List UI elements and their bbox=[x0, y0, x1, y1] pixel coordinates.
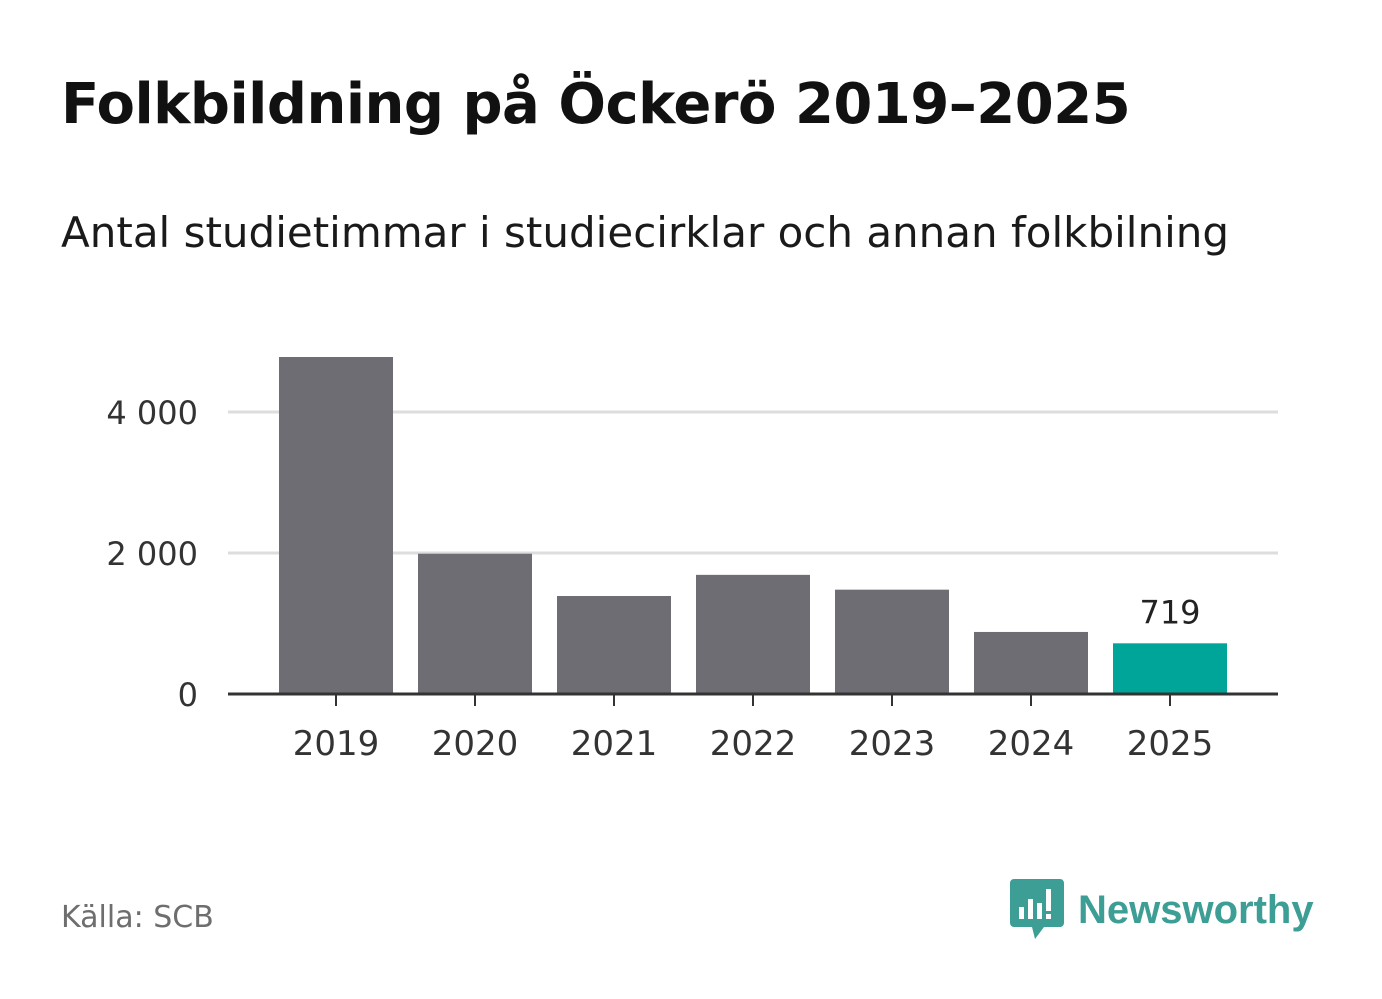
bars bbox=[279, 357, 1227, 694]
bar-2023 bbox=[835, 589, 949, 694]
bar-2024 bbox=[974, 631, 1088, 694]
y-tick-label: 2 000 bbox=[106, 535, 198, 573]
labels: 0 2 000 4 000 2019 2020 2021 2022 2023 2024 2025 7… bbox=[106, 394, 1213, 764]
bar-2019 bbox=[279, 357, 393, 694]
brand-logo: Newsworthy bbox=[1010, 878, 1314, 942]
data-label: 719 bbox=[1139, 593, 1200, 631]
x-tick-label: 2022 bbox=[710, 724, 797, 764]
x-tick-label: 2023 bbox=[849, 724, 936, 764]
x-tick-label: 2019 bbox=[293, 724, 380, 764]
axes bbox=[228, 692, 1278, 706]
y-tick-label: 4 000 bbox=[106, 394, 198, 432]
bar-2020 bbox=[418, 553, 532, 694]
y-tick-label: 0 bbox=[178, 676, 198, 714]
bar-2025 bbox=[1113, 643, 1227, 694]
bar-2021 bbox=[557, 596, 671, 694]
x-tick-label: 2020 bbox=[432, 724, 519, 764]
gridlines bbox=[228, 410, 1278, 555]
bar-chart-speech-bubble-icon bbox=[1010, 879, 1064, 939]
chart-title: Folkbildning på Öckerö 2019–2025 bbox=[61, 72, 1131, 137]
bar-2022 bbox=[696, 574, 810, 694]
source-note: Källa: SCB bbox=[61, 900, 214, 935]
x-tick-label: 2025 bbox=[1127, 724, 1214, 764]
x-tick-label: 2024 bbox=[988, 724, 1075, 764]
brand-name: Newsworthy bbox=[1078, 887, 1314, 932]
chart-subtitle: Antal studietimmar i studiecirklar och a… bbox=[61, 208, 1230, 257]
x-tick-label: 2021 bbox=[571, 724, 658, 764]
